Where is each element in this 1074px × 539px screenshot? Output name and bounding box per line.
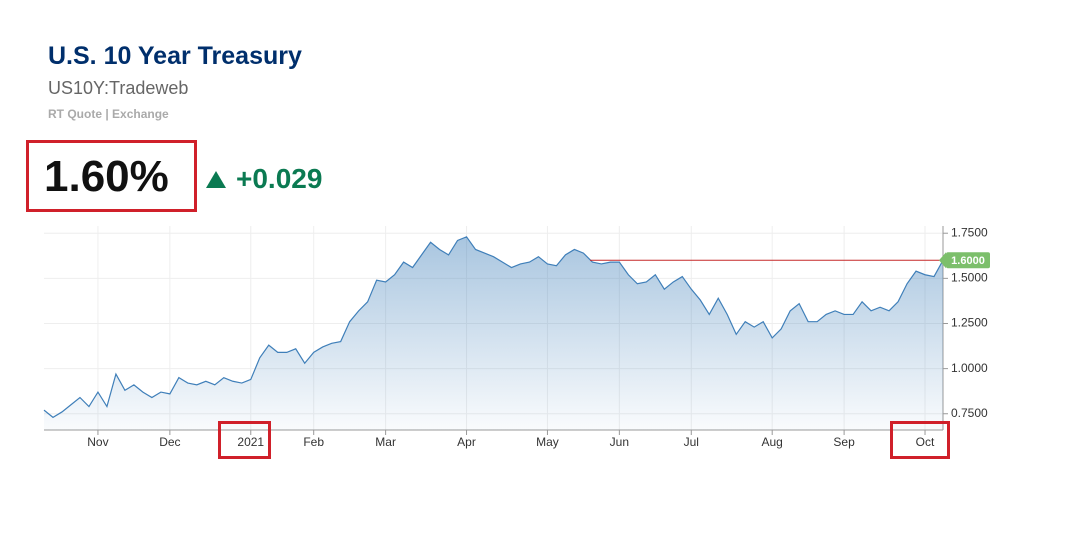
x-tick-label: May — [536, 435, 559, 449]
x-tick-label: Mar — [375, 435, 396, 449]
x-tick-label: Dec — [159, 435, 180, 449]
x-tick-label: Jun — [610, 435, 629, 449]
source: RT Quote | Exchange — [48, 107, 169, 121]
y-tick-label: 1.5000 — [951, 271, 988, 285]
x-tick-label: Jul — [684, 435, 699, 449]
price-marker — [939, 252, 946, 269]
x-tick-label: Sep — [833, 435, 855, 449]
y-tick-label: 1.7500 — [951, 225, 988, 239]
price: 1.60% — [44, 152, 169, 201]
x-tick-label: Oct — [916, 435, 935, 449]
price-label-bg — [946, 252, 990, 269]
x-tick-label: Nov — [87, 435, 108, 449]
x-tick-label: Feb — [303, 435, 324, 449]
x-tick-label: Aug — [762, 435, 783, 449]
symbol: US10Y:Tradeweb — [48, 78, 189, 98]
area — [44, 236, 943, 430]
highlight-box — [218, 421, 271, 459]
price-label: 1.6000 — [951, 255, 985, 267]
highlight-box — [26, 140, 197, 212]
highlight-box — [890, 421, 950, 459]
x-tick-label: 2021 — [237, 435, 264, 449]
y-tick-label: 0.7500 — [951, 406, 988, 420]
change: +0.029 — [236, 163, 323, 194]
y-tick-label: 1.2500 — [951, 316, 988, 330]
x-tick-label: Apr — [457, 435, 476, 449]
line — [43, 236, 944, 419]
up-arrow — [206, 171, 226, 188]
y-tick-label: 1.0000 — [951, 361, 988, 375]
title: U.S. 10 Year Treasury — [48, 42, 302, 70]
